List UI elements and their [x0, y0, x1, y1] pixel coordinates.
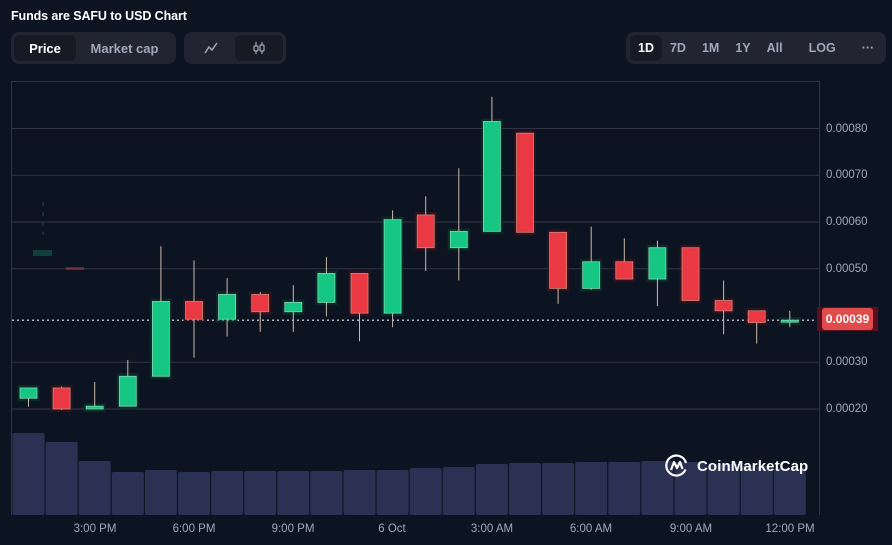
price-tick-label: 0.00070 [826, 169, 868, 182]
volume-bar [78, 461, 111, 515]
candle-down [185, 301, 203, 320]
current-price-label: 0.00039 [817, 307, 878, 331]
volume-bar [707, 464, 740, 515]
time-tick-label: 3:00 PM [73, 523, 117, 535]
price-tick-label: 0.00030 [826, 356, 868, 369]
volume-bar [773, 468, 806, 515]
volume-bar [343, 470, 376, 515]
candlestick-chart-button[interactable] [235, 35, 283, 61]
volume-bar [12, 433, 45, 515]
time-tick-label: 9:00 AM [669, 523, 713, 535]
time-tick-label: 6:00 AM [569, 523, 613, 535]
tab-market-cap[interactable]: Market cap [90, 40, 159, 56]
line-chart-button[interactable] [187, 35, 235, 61]
candle-up [118, 375, 137, 407]
range-1d[interactable]: 1D [630, 35, 662, 61]
chart-title: Funds are SAFU to USD Chart [11, 9, 187, 23]
ghost-candle [33, 250, 52, 256]
time-tick-label: 12:00 PM [765, 523, 815, 535]
candle-down [251, 294, 270, 313]
more-options-button[interactable]: ··· [861, 41, 875, 55]
volume-bar [45, 442, 78, 515]
time-tick-label: 3:00 AM [470, 523, 514, 535]
coinmarketcap-watermark: CoinMarketCap [665, 454, 808, 478]
candle-down [52, 387, 71, 410]
time-range-selector: 1D 7D 1M 1Y All LOG ··· [626, 32, 886, 64]
candle-down [714, 300, 733, 312]
candle-up [582, 261, 601, 289]
volume-bar [376, 470, 409, 515]
volume-bar [542, 463, 575, 515]
price-tick-label: 0.00050 [826, 262, 868, 275]
price-tick-label: 0.00060 [826, 216, 868, 228]
volume-bar [277, 471, 310, 515]
candle-up [19, 387, 38, 399]
candle-up [317, 273, 336, 303]
candle-down [516, 132, 534, 233]
candle-up [218, 294, 237, 320]
range-1m[interactable]: 1M [701, 41, 720, 55]
candle-down [681, 247, 700, 301]
volume-bar [608, 462, 641, 515]
chart-style-toggle [184, 32, 286, 64]
tab-price[interactable]: Price [14, 35, 76, 61]
candle-down [615, 261, 634, 280]
candle-up [284, 302, 303, 313]
volume-bar [641, 461, 674, 515]
volume-bar [475, 464, 508, 515]
volume-bar [244, 471, 277, 515]
volume-bar [740, 466, 773, 515]
coinmarketcap-logo-icon [665, 454, 688, 477]
volume-bar [409, 468, 442, 515]
volume-bar [575, 462, 608, 515]
log-scale-button[interactable]: LOG [808, 41, 836, 55]
range-all[interactable]: All [766, 41, 783, 55]
candle-down [350, 273, 369, 314]
volume-bar [211, 471, 244, 515]
candle-up [151, 301, 170, 377]
line-chart-icon [204, 42, 218, 54]
candle-up [482, 121, 501, 232]
range-7d[interactable]: 7D [669, 41, 686, 55]
volume-bar [144, 470, 177, 515]
candle-down [549, 231, 567, 289]
time-tick-label: 6 Oct [378, 523, 406, 535]
volume-bar [178, 472, 210, 515]
candle-up [383, 219, 402, 314]
candle-up [780, 319, 799, 323]
volume-bar [674, 462, 707, 515]
volume-bar [442, 467, 475, 515]
time-tick-label: 6:00 PM [172, 523, 216, 535]
volume-bar [509, 463, 541, 515]
range-1y[interactable]: 1Y [735, 41, 751, 55]
price-marketcap-toggle: Price Market cap [11, 32, 176, 64]
candle-up [449, 230, 468, 249]
volume-bar [310, 471, 343, 515]
ghost-candle [66, 267, 84, 270]
time-tick-label: 9:00 PM [271, 523, 315, 535]
candle-down [416, 214, 435, 249]
candlestick-icon [253, 42, 265, 54]
candle-up [648, 247, 667, 280]
price-tick-label: 0.00080 [826, 122, 868, 135]
volume-bar [111, 472, 144, 515]
candle-up [85, 405, 104, 410]
chart-plot-area[interactable] [11, 81, 820, 515]
price-tick-label: 0.00020 [826, 403, 868, 415]
candle-down [747, 310, 766, 323]
